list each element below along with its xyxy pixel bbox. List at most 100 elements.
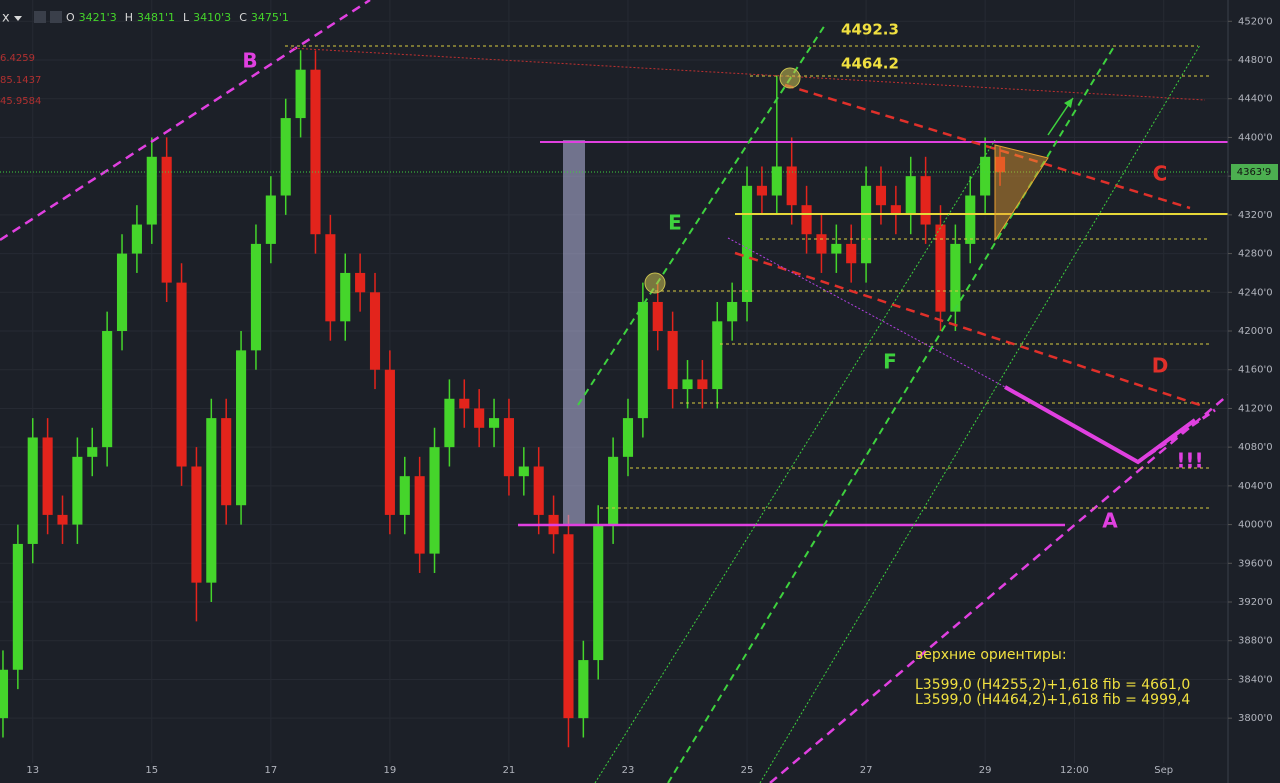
candle-body <box>608 456 619 525</box>
candle-body <box>355 272 366 293</box>
candle-body <box>697 379 708 390</box>
projection-path <box>1137 408 1216 464</box>
trend-line-a <box>769 394 1229 783</box>
trend-line-b <box>0 0 371 242</box>
candle-body <box>221 418 232 506</box>
note-line: L3599,0 (H4255,2)+1,618 fib = 4661,0 <box>915 677 1190 693</box>
y-tick-label: 3920'0 <box>1238 597 1273 608</box>
candle-body <box>310 69 321 235</box>
price-axis <box>1228 0 1280 783</box>
candle-body <box>384 369 395 515</box>
candle-body <box>131 224 142 254</box>
candle-body <box>503 418 514 477</box>
ohlc-value: 3410'3 <box>193 11 231 24</box>
candle-body <box>563 534 574 719</box>
candle-body <box>950 243 961 312</box>
y-tick-label: 4240'0 <box>1238 287 1273 298</box>
candle-body <box>459 398 470 409</box>
ohlc-key: H <box>125 11 133 24</box>
candle-body <box>369 292 381 370</box>
x-tick-label: 12:00 <box>1060 765 1089 776</box>
label-exclaim: !!! <box>1176 449 1203 473</box>
x-tick-label: 15 <box>145 765 158 776</box>
x-tick-label: 21 <box>503 765 516 776</box>
x-tick-label: 29 <box>979 765 992 776</box>
price-note: 4492.3 <box>841 21 899 39</box>
candle-body <box>340 272 351 322</box>
candle-body <box>295 69 306 119</box>
label-b: B <box>242 49 257 73</box>
price-note: 4464.2 <box>841 55 899 73</box>
candle-body <box>236 350 247 506</box>
label-f: F <box>883 350 897 374</box>
last-price-label: 4363'9 <box>1237 167 1272 178</box>
y-tick-label: 3880'0 <box>1238 636 1273 647</box>
candle-body <box>875 185 887 206</box>
candle-body <box>102 331 113 448</box>
label-a: A <box>1102 509 1118 533</box>
candle-body <box>87 447 98 457</box>
y-tick-label: 4520'0 <box>1238 16 1273 27</box>
x-tick-label: 17 <box>264 765 277 776</box>
candle-body <box>756 185 767 196</box>
y-tick-label: 4480'0 <box>1238 55 1273 66</box>
marker-circle <box>644 272 666 294</box>
marker-circle <box>779 67 801 89</box>
icon[interactable] <box>34 11 46 23</box>
candle-body <box>265 195 276 244</box>
ohlc-value: 3421'3 <box>79 11 117 24</box>
x-tick-label: 25 <box>741 765 754 776</box>
candle-body <box>578 660 589 719</box>
indicator-value: 45.9584 <box>0 96 41 107</box>
trend-line-c <box>784 83 1191 210</box>
candle-body <box>920 176 931 225</box>
candle-body <box>935 224 946 312</box>
candle-body <box>488 418 500 428</box>
header: x O 3421'3 H 3481'1 L 3410'3 C 3475'1 6.4259 85… <box>0 11 289 108</box>
x-tick-label: Sep <box>1154 765 1173 776</box>
y-tick-label: 4280'0 <box>1238 249 1273 260</box>
y-tick-label: 4200'0 <box>1238 326 1273 337</box>
x-tick-label: 27 <box>860 765 873 776</box>
candle-body <box>861 185 872 264</box>
candle-body <box>786 166 797 206</box>
candle-body <box>622 418 634 457</box>
y-tick-label: 4120'0 <box>1238 403 1273 414</box>
candle-body <box>816 234 827 254</box>
candle-body <box>325 234 336 322</box>
candle-body <box>980 156 991 196</box>
dropdown-icon[interactable] <box>14 16 22 21</box>
icon[interactable] <box>50 11 62 23</box>
candle-body <box>965 195 976 244</box>
candle-body <box>42 437 53 515</box>
candle-body <box>27 437 38 544</box>
y-tick-label: 3960'0 <box>1238 558 1273 569</box>
candle-body <box>72 456 83 525</box>
trend-line <box>289 47 1206 101</box>
candle-body <box>474 408 485 428</box>
candle-body <box>712 321 723 390</box>
grid <box>0 0 1228 763</box>
triangle <box>994 144 1049 242</box>
candle-body <box>399 476 410 515</box>
y-tick-label: 3840'0 <box>1238 674 1273 685</box>
label-c: C <box>1153 162 1168 186</box>
candle-body <box>994 156 1006 173</box>
label-d: D <box>1152 354 1169 378</box>
candle-body <box>280 118 291 196</box>
candle-body <box>116 253 128 332</box>
y-tick-label: 4400'0 <box>1238 132 1273 143</box>
y-tick-label: 4440'0 <box>1238 94 1273 105</box>
candle-body <box>890 205 901 215</box>
candle-body <box>444 398 455 448</box>
candle-body <box>12 543 23 670</box>
candle-body <box>727 301 738 322</box>
notes: верхние ориентиры: L3599,0 (H4255,2)+1,6… <box>915 647 1190 708</box>
ohlc-key: L <box>183 11 190 24</box>
ohlc-value: 3481'1 <box>137 11 175 24</box>
candle-body <box>771 166 782 196</box>
candle-body <box>846 243 857 264</box>
highlight-bar <box>563 140 585 525</box>
